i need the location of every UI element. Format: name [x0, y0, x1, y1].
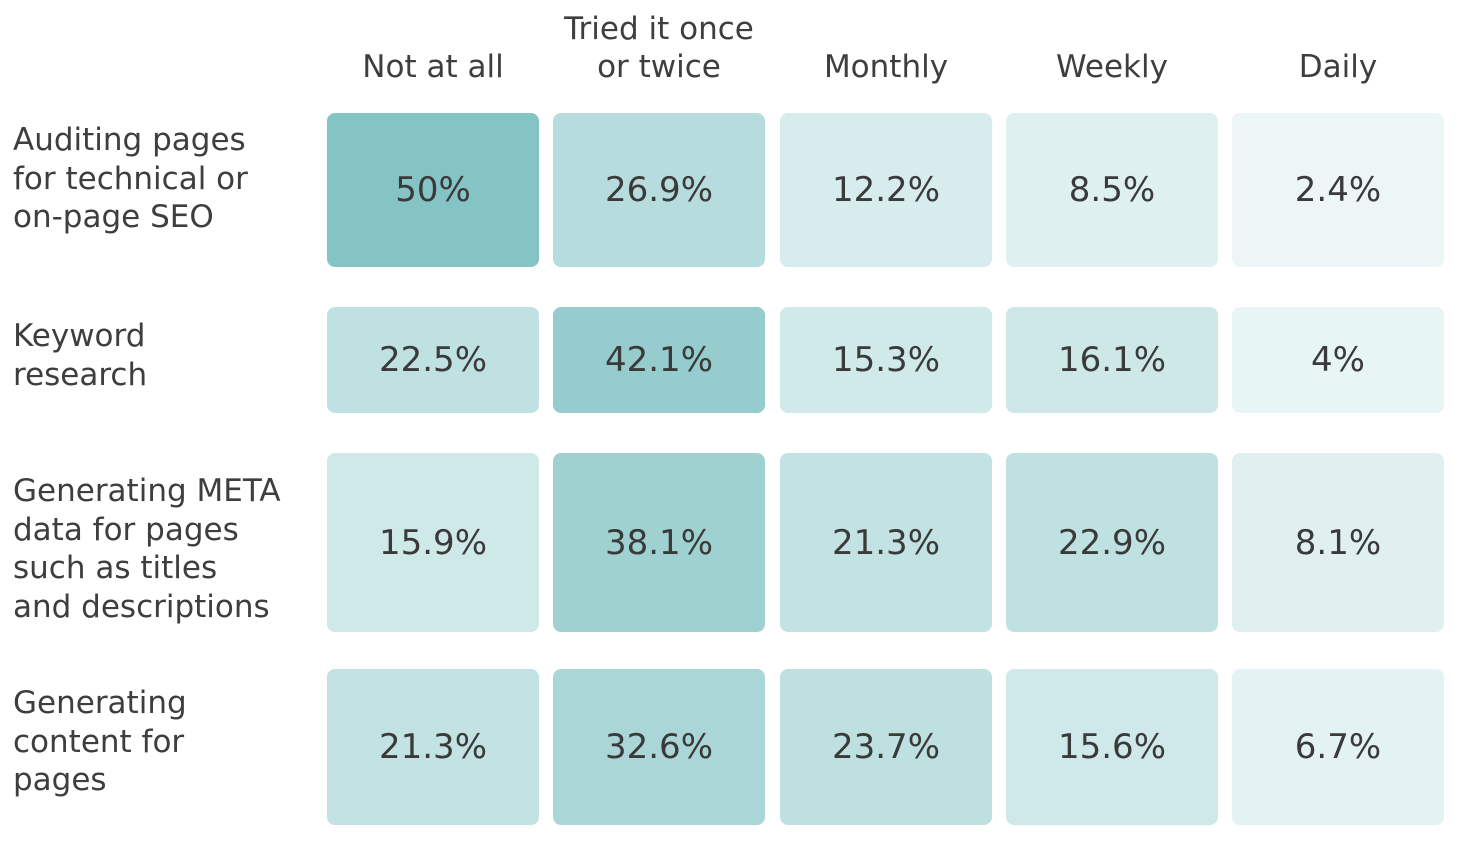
heatmap-cell: 26.9%	[553, 113, 765, 267]
heatmap-cell: 21.3%	[780, 453, 992, 632]
heatmap-cell: 8.1%	[1232, 453, 1444, 632]
heatmap-cell: 50%	[327, 113, 539, 267]
heatmap-cell: 38.1%	[553, 453, 765, 632]
heatmap-cell: 16.1%	[1006, 307, 1218, 413]
cell-value-label: 23.7%	[831, 727, 940, 767]
heatmap-cell: 6.7%	[1232, 669, 1444, 825]
row-label: Generating content for pages	[13, 685, 187, 798]
column-header: Daily	[1298, 49, 1378, 85]
column-header: Not at all	[362, 49, 504, 85]
cell-value-label: 50%	[395, 170, 471, 210]
heatmap-cell: 42.1%	[553, 307, 765, 413]
cell-value-label: 8.1%	[1294, 522, 1382, 563]
cell-value-label: 42.1%	[604, 340, 713, 380]
cell-value-label: 16.1%	[1057, 340, 1166, 380]
heatmap-cell: 22.9%	[1006, 453, 1218, 632]
cell-value-label: 32.6%	[604, 727, 713, 767]
heatmap-cell: 15.3%	[780, 307, 992, 413]
column-header: Monthly	[823, 49, 949, 85]
cell-value-label: 26.9%	[604, 170, 713, 210]
row-label: Keyword research	[13, 318, 148, 393]
cell-value-label: 15.9%	[378, 522, 487, 563]
cell-value-label: 21.3%	[378, 727, 487, 767]
cell-value-label: 6.7%	[1294, 727, 1382, 767]
heatmap-cell: 21.3%	[327, 669, 539, 825]
cell-value-label: 22.9%	[1057, 522, 1166, 563]
heatmap-cell: 2.4%	[1232, 113, 1444, 267]
cell-value-label: 2.4%	[1294, 170, 1382, 210]
heatmap-cell: 22.5%	[327, 307, 539, 413]
row-label: Auditing pages for technical or on-page …	[13, 122, 248, 235]
heatmap-cell: 15.9%	[327, 453, 539, 632]
cell-value-label: 8.5%	[1068, 170, 1156, 210]
column-header: Weekly	[1056, 49, 1168, 85]
row-label: Generating META data for pages such as t…	[13, 473, 281, 625]
heatmap-cell: 12.2%	[780, 113, 992, 267]
cell-value-label: 15.3%	[831, 340, 940, 380]
heatmap-cell: 32.6%	[553, 669, 765, 825]
heatmap-cell: 4%	[1232, 307, 1444, 413]
cell-value-label: 15.6%	[1057, 727, 1166, 767]
heatmap-cell: 15.6%	[1006, 669, 1218, 825]
cell-value-label: 4%	[1311, 340, 1365, 380]
heatmap-cell: 8.5%	[1006, 113, 1218, 267]
cell-value-label: 21.3%	[831, 522, 940, 563]
cell-value-label: 38.1%	[604, 522, 713, 563]
cell-value-label: 12.2%	[831, 170, 940, 210]
column-header: Tried it once or twice	[564, 11, 754, 85]
cell-value-label: 22.5%	[378, 340, 487, 380]
heatmap-cell: 23.7%	[780, 669, 992, 825]
